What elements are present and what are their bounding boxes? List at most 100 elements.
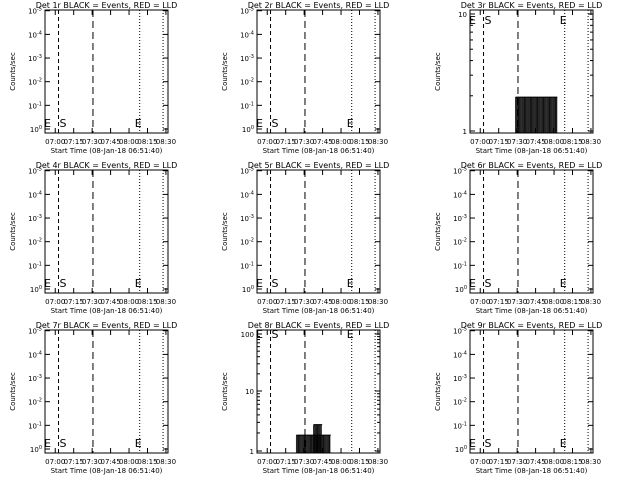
x-tick-label: 08:15: [349, 458, 369, 466]
y-tick-label: 10-3: [453, 214, 467, 223]
panel-3: Det 3r BLACK = Events, RED = LLD Counts/s…: [434, 1, 602, 155]
y-axis-label: Counts/sec: [9, 212, 17, 251]
end-marker: E: [135, 277, 142, 290]
x-tick-label: 07:00: [257, 138, 277, 146]
y-tick-label: 100: [455, 445, 467, 454]
y-tick-label: 10-1: [28, 101, 42, 110]
x-tick-label: 07:15: [64, 298, 84, 306]
x-axis-label: Start Time (08-Jan-18 06:51:40): [263, 467, 375, 475]
end-marker: E: [560, 277, 567, 290]
panel-title: Det 1r BLACK = Events, RED = LLD: [36, 1, 178, 10]
x-tick-label: 07:15: [276, 298, 296, 306]
y-tick-label: 100: [242, 285, 254, 294]
y-tick-label: 100: [30, 125, 42, 134]
x-tick-label: 08:00: [119, 138, 139, 146]
y-tick-label: 10-4: [240, 190, 254, 199]
x-tick-label: 07:30: [294, 458, 314, 466]
x-tick-label: 07:00: [45, 138, 65, 146]
y-tick-label: 10-4: [28, 190, 42, 199]
x-tick-label: 08:30: [581, 298, 601, 306]
x-tick-label: 07:45: [313, 298, 333, 306]
end-marker: E: [256, 277, 263, 290]
panel-title: Det 7r BLACK = Events, RED = LLD: [36, 321, 178, 330]
y-tick-label: 10-4: [453, 190, 467, 199]
end-marker: E: [469, 277, 476, 290]
end-marker: E: [469, 437, 476, 450]
x-tick-label: 07:30: [82, 458, 102, 466]
y-tick-label: 10-2: [28, 398, 42, 407]
x-tick-label: 08:30: [368, 298, 388, 306]
x-tick-label: 07:00: [257, 298, 277, 306]
x-tick-label: 08:15: [137, 138, 157, 146]
plot-frame: [44, 329, 169, 454]
y-tick-label: 10: [245, 388, 254, 396]
plot-frame: [44, 169, 169, 294]
start-marker: S: [60, 437, 67, 450]
panel-5: Det 5r BLACK = Events, RED = LLD Counts/s…: [221, 161, 389, 315]
end-marker: E: [44, 437, 51, 450]
panel-title: Det 4r BLACK = Events, RED = LLD: [36, 161, 178, 170]
panel-6: Det 6r BLACK = Events, RED = LLD Counts/s…: [434, 161, 602, 315]
plot-frame: [469, 329, 594, 454]
start-marker: S: [60, 277, 67, 290]
y-tick-label: 10: [458, 11, 467, 19]
x-tick-label: 07:45: [526, 458, 546, 466]
x-tick-label: 07:30: [82, 298, 102, 306]
y-axis-label: Counts/sec: [434, 52, 442, 91]
x-axis-label: Start Time (08-Jan-18 06:51:40): [476, 307, 588, 315]
plot-frame: [256, 9, 381, 134]
y-tick-label: 100: [455, 285, 467, 294]
start-marker: S: [272, 328, 279, 341]
x-tick-label: 08:30: [581, 458, 601, 466]
x-axis-label: Start Time (08-Jan-18 06:51:40): [476, 147, 588, 155]
start-marker: S: [272, 277, 279, 290]
x-tick-label: 08:15: [137, 298, 157, 306]
y-tick-label: 10-2: [240, 78, 254, 87]
y-tick-label: 10-5: [240, 167, 254, 176]
y-tick-label: 10-1: [28, 421, 42, 430]
plot-frame: [44, 9, 169, 134]
y-axis-label: Counts/sec: [221, 212, 229, 251]
y-axis-label: Counts/sec: [9, 52, 17, 91]
end-marker: E: [44, 117, 51, 130]
start-marker: S: [485, 277, 492, 290]
end-marker: E: [560, 14, 567, 27]
x-tick-label: 07:45: [101, 138, 121, 146]
y-tick-label: 10-5: [28, 7, 42, 16]
x-tick-label: 07:00: [470, 458, 490, 466]
x-tick-label: 07:15: [276, 458, 296, 466]
x-tick-label: 08:00: [544, 298, 564, 306]
panel-2: Det 2r BLACK = Events, RED = LLD Counts/s…: [221, 1, 389, 155]
x-tick-label: 08:15: [137, 458, 157, 466]
y-tick-label: 10-2: [453, 238, 467, 247]
y-axis-label: Counts/sec: [9, 372, 17, 411]
x-tick-label: 07:00: [470, 298, 490, 306]
x-tick-label: 07:15: [64, 458, 84, 466]
y-tick-label: 10-1: [453, 421, 467, 430]
x-tick-label: 08:30: [156, 298, 176, 306]
x-axis-label: Start Time (08-Jan-18 06:51:40): [263, 147, 375, 155]
x-axis-label: Start Time (08-Jan-18 06:51:40): [476, 467, 588, 475]
y-tick-label: 10-4: [28, 350, 42, 359]
x-axis-label: Start Time (08-Jan-18 06:51:40): [263, 307, 375, 315]
y-tick-label: 100: [241, 331, 254, 339]
end-marker: E: [347, 328, 354, 341]
x-axis-label: Start Time (08-Jan-18 06:51:40): [51, 307, 163, 315]
x-axis-label: Start Time (08-Jan-18 06:51:40): [51, 467, 163, 475]
panel-8: Det 8r BLACK = Events, RED = LLD Counts/s…: [221, 321, 389, 475]
x-tick-label: 08:00: [331, 458, 351, 466]
panel-title: Det 6r BLACK = Events, RED = LLD: [461, 161, 603, 170]
x-axis-label: Start Time (08-Jan-18 06:51:40): [51, 147, 163, 155]
y-tick-label: 10-3: [28, 374, 42, 383]
panel-title: Det 8r BLACK = Events, RED = LLD: [248, 321, 390, 330]
x-tick-label: 08:30: [368, 458, 388, 466]
y-tick-label: 10-5: [453, 327, 467, 336]
panel-7: Det 7r BLACK = Events, RED = LLD Counts/s…: [9, 321, 177, 475]
x-tick-label: 08:00: [331, 298, 351, 306]
y-axis-label: Counts/sec: [434, 372, 442, 411]
x-tick-label: 08:15: [349, 138, 369, 146]
plot-frame: [469, 169, 594, 294]
x-tick-label: 07:30: [82, 138, 102, 146]
x-tick-label: 07:45: [526, 298, 546, 306]
x-tick-label: 08:30: [368, 138, 388, 146]
